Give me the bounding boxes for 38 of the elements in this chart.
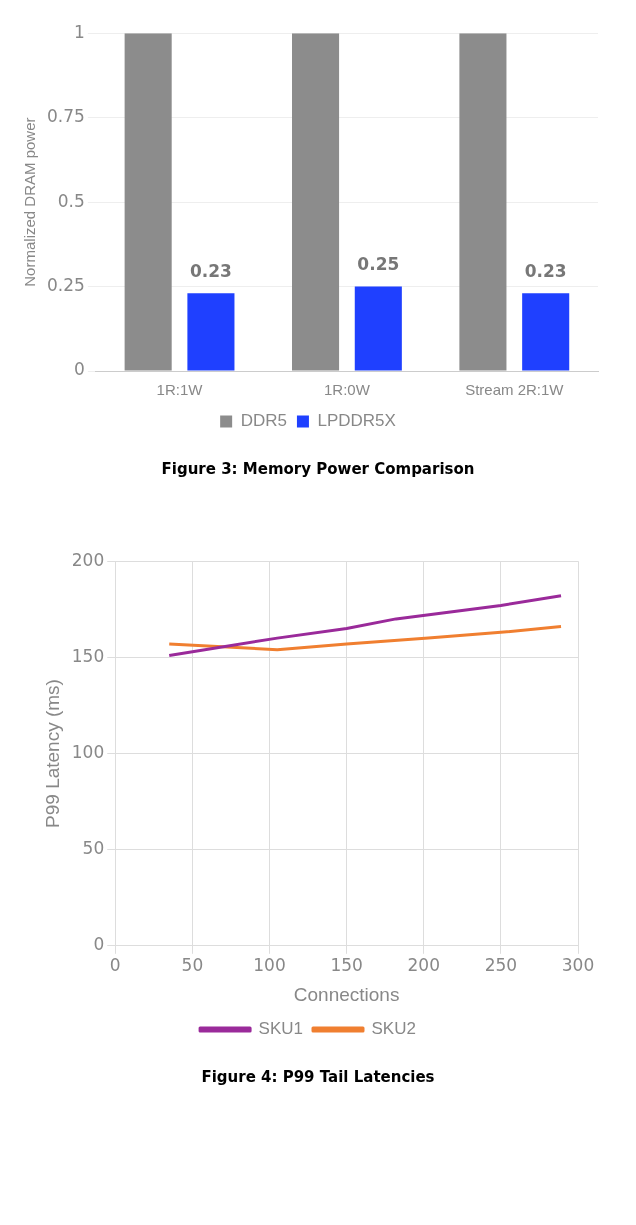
- x-tick-label: 50: [181, 955, 204, 976]
- bar: [354, 286, 402, 371]
- y-tick-label: 0.25: [46, 274, 85, 295]
- y-tick-label: 0.5: [57, 190, 85, 211]
- y-tick-label: 50: [82, 838, 105, 859]
- x-axis-title: Connections: [293, 983, 400, 1005]
- x-tick-label: 200: [407, 955, 440, 976]
- bar: [522, 293, 570, 371]
- data-label: 0.25: [357, 254, 400, 275]
- x-tick-label: 250: [484, 955, 518, 976]
- x-tick-label: Stream 2R:1W: [465, 381, 565, 399]
- legend-label: SKU2: [371, 1019, 416, 1039]
- x-tick-label: 0: [109, 955, 121, 976]
- y-tick-label: 150: [71, 645, 105, 666]
- y-axis-title: Normalized DRAM power: [21, 117, 39, 287]
- legend-label: DDR5: [240, 411, 287, 431]
- y-tick-label: 100: [71, 741, 105, 762]
- x-tick-label: 100: [253, 955, 286, 976]
- text: Figure 3: Memory Power Comparison: [160, 460, 476, 478]
- y-tick-label: 0: [74, 359, 85, 380]
- bar: [459, 33, 507, 371]
- x-tick-label: 150: [330, 955, 363, 976]
- bar: [124, 33, 172, 371]
- x-tick-label: 1R:1W: [156, 381, 204, 399]
- y-axis-title: P99 Latency (ms): [41, 679, 63, 828]
- data-label: 0.23: [524, 261, 567, 282]
- x-tick-label: 300: [561, 955, 595, 976]
- data-label: 0.23: [189, 261, 232, 282]
- bar: [292, 33, 340, 371]
- x-tick-label: 1R:0W: [324, 381, 371, 399]
- bar: [187, 293, 235, 371]
- text: Figure 4: P99 Tail Latencies: [200, 1068, 436, 1086]
- y-tick-label: 200: [71, 549, 105, 570]
- y-tick-label: 1: [74, 21, 85, 42]
- y-tick-label: 0.75: [46, 106, 85, 127]
- legend-label: LPDDR5X: [317, 411, 396, 431]
- y-tick-label: 0: [93, 934, 105, 955]
- legend-label: SKU1: [258, 1019, 304, 1039]
